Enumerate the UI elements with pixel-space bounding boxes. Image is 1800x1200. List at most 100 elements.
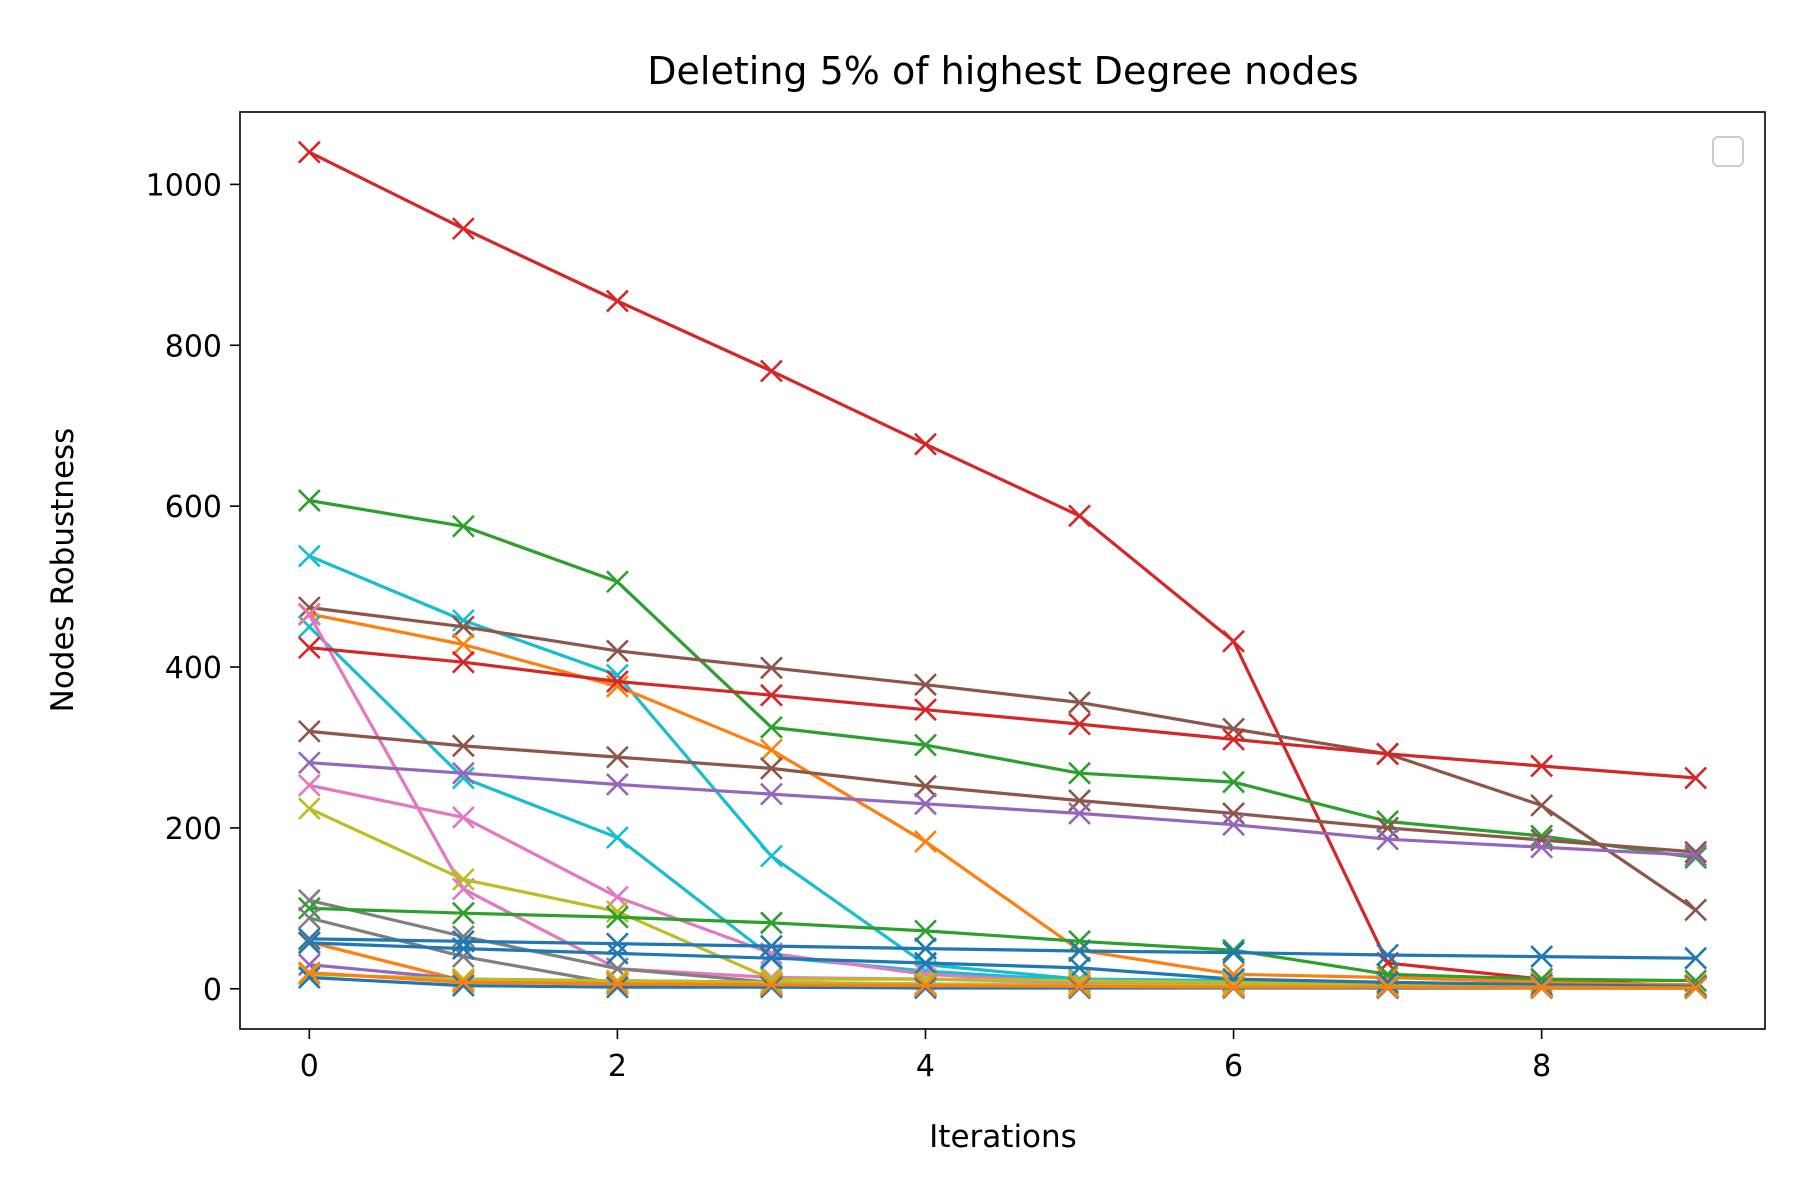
data-point-marker (914, 774, 937, 798)
series-line (307, 761, 1698, 857)
data-point-marker (760, 946, 783, 970)
series-10 (297, 751, 1708, 867)
data-point-marker (1684, 946, 1708, 970)
series-9 (297, 719, 1708, 864)
data-point-marker (914, 673, 937, 697)
data-point-marker (451, 514, 475, 538)
data-point-marker (760, 656, 783, 680)
y-axis-ticks: 0 200 400 600 800 1000 (146, 168, 240, 1008)
data-point-marker (1068, 974, 1091, 998)
data-point-marker (1684, 766, 1708, 790)
x-tick-label: 2 (608, 1049, 627, 1084)
data-point-marker (297, 719, 321, 743)
data-point-marker (1222, 629, 1245, 653)
y-tick-label: 1000 (146, 168, 222, 203)
data-point-marker (451, 734, 475, 758)
data-point-marker (760, 970, 783, 994)
data-point-marker (914, 792, 937, 816)
data-point-marker (760, 844, 783, 868)
data-point-marker (297, 966, 321, 989)
data-point-marker (1068, 712, 1091, 736)
data-point-marker (1222, 717, 1245, 741)
data-point-marker (1222, 975, 1245, 999)
data-point-marker (297, 615, 321, 639)
data-point-marker (297, 603, 321, 627)
data-point-marker (1222, 802, 1245, 825)
data-point-marker (605, 570, 629, 594)
data-point-marker (1068, 956, 1091, 980)
data-point-marker (1530, 754, 1554, 778)
data-point-marker (914, 733, 937, 757)
data-point-marker (451, 974, 475, 997)
series-line (307, 646, 1698, 780)
data-point-marker (760, 934, 783, 958)
data-point-marker (605, 670, 629, 693)
data-point-marker (760, 782, 783, 806)
series-1 (297, 140, 1708, 998)
data-point-marker (605, 773, 629, 796)
series-14 (297, 896, 1708, 993)
data-point-marker (605, 745, 629, 769)
y-tick-label: 0 (203, 973, 222, 1008)
series-8 (297, 636, 1708, 790)
data-point-marker (297, 906, 321, 930)
data-point-marker (605, 639, 629, 663)
x-axis-label: Iterations (929, 1119, 1077, 1155)
data-point-marker (760, 715, 783, 739)
data-point-marker (1530, 973, 1554, 997)
data-point-marker (1222, 941, 1245, 965)
data-point-marker (1684, 976, 1708, 1000)
data-point-marker (760, 683, 783, 707)
data-point-marker (1222, 728, 1245, 751)
chart-title: Deleting 5% of highest Degree nodes (647, 49, 1358, 93)
data-point-marker (1376, 827, 1400, 851)
data-point-marker (1684, 843, 1708, 867)
data-point-marker (1068, 939, 1091, 963)
x-tick-label: 6 (1224, 1049, 1243, 1084)
data-point-marker (760, 756, 783, 780)
data-point-marker (297, 544, 321, 568)
y-axis-label: Nodes Robustness (45, 428, 81, 713)
data-point-marker (1068, 802, 1091, 825)
data-point-marker (1530, 835, 1554, 859)
data-point-marker (451, 970, 475, 994)
data-point-marker (1068, 504, 1091, 528)
data-point-marker (1376, 943, 1400, 967)
data-point-marker (605, 289, 629, 313)
series-line (307, 906, 1698, 983)
y-tick-label: 200 (165, 812, 222, 847)
data-point-marker (1068, 929, 1091, 953)
x-axis-ticks: 0 2 4 6 8 (300, 1029, 1551, 1084)
data-point-marker (914, 919, 937, 943)
data-point-marker (1068, 690, 1091, 714)
y-tick-label: 600 (165, 490, 222, 525)
data-point-marker (297, 896, 321, 920)
data-point-marker (605, 826, 629, 849)
y-tick-label: 400 (165, 651, 222, 686)
series-line (307, 937, 1698, 960)
data-point-marker (451, 937, 475, 960)
data-point-marker (297, 961, 321, 985)
data-point-marker (1376, 816, 1400, 840)
legend-box (1712, 136, 1744, 167)
series-line (307, 729, 1698, 854)
data-point-marker (760, 359, 783, 383)
data-point-marker (1530, 945, 1554, 969)
data-point-marker (451, 806, 475, 829)
data-point-marker (1222, 813, 1245, 837)
data-point-marker (451, 766, 475, 790)
series-line (307, 498, 1698, 860)
data-point-marker (297, 636, 321, 660)
data-point-marker (605, 975, 629, 999)
data-point-marker (451, 761, 475, 785)
data-point-marker (297, 140, 321, 164)
data-point-marker (297, 931, 321, 955)
y-tick-label: 800 (165, 329, 222, 364)
data-point-marker (914, 698, 937, 722)
data-point-marker (451, 650, 475, 674)
series-line (307, 605, 1698, 912)
data-point-marker (297, 773, 321, 797)
data-point-marker (1068, 761, 1091, 785)
